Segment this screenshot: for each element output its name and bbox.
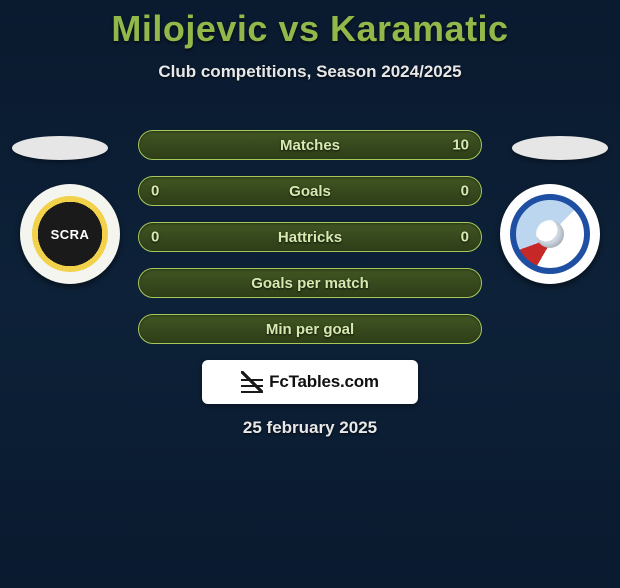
- date-text: 25 february 2025: [243, 418, 377, 438]
- stats-bars: Matches 10 0 Goals 0 0 Hattricks 0 Goals…: [138, 130, 482, 360]
- stat-bar: 0 Goals 0: [138, 176, 482, 206]
- stat-label: Matches: [280, 137, 340, 154]
- team-crest-right: [500, 184, 600, 284]
- chart-icon: [241, 371, 263, 393]
- stat-bar: Matches 10: [138, 130, 482, 160]
- team-crest-left-text: SCRA: [51, 227, 90, 242]
- stat-label: Goals per match: [251, 275, 369, 292]
- stat-value-right: 10: [452, 137, 469, 154]
- stat-value-right: 0: [461, 183, 469, 200]
- team-crest-left: SCRA: [20, 184, 120, 284]
- ball-icon: [536, 220, 564, 248]
- branding-badge: FcTables.com: [202, 360, 418, 404]
- page-subtitle: Club competitions, Season 2024/2025: [0, 62, 620, 82]
- stat-bar: Goals per match: [138, 268, 482, 298]
- stat-bar: 0 Hattricks 0: [138, 222, 482, 252]
- stat-value-left: 0: [151, 183, 159, 200]
- player-slot-left: [12, 136, 108, 160]
- page-title: Milojevic vs Karamatic: [0, 8, 620, 50]
- player-slot-right: [512, 136, 608, 160]
- stat-value-right: 0: [461, 229, 469, 246]
- stat-label: Hattricks: [278, 229, 342, 246]
- stat-value-left: 0: [151, 229, 159, 246]
- stat-label: Goals: [289, 183, 331, 200]
- stat-bar: Min per goal: [138, 314, 482, 344]
- stat-label: Min per goal: [266, 321, 354, 338]
- branding-text: FcTables.com: [269, 372, 379, 392]
